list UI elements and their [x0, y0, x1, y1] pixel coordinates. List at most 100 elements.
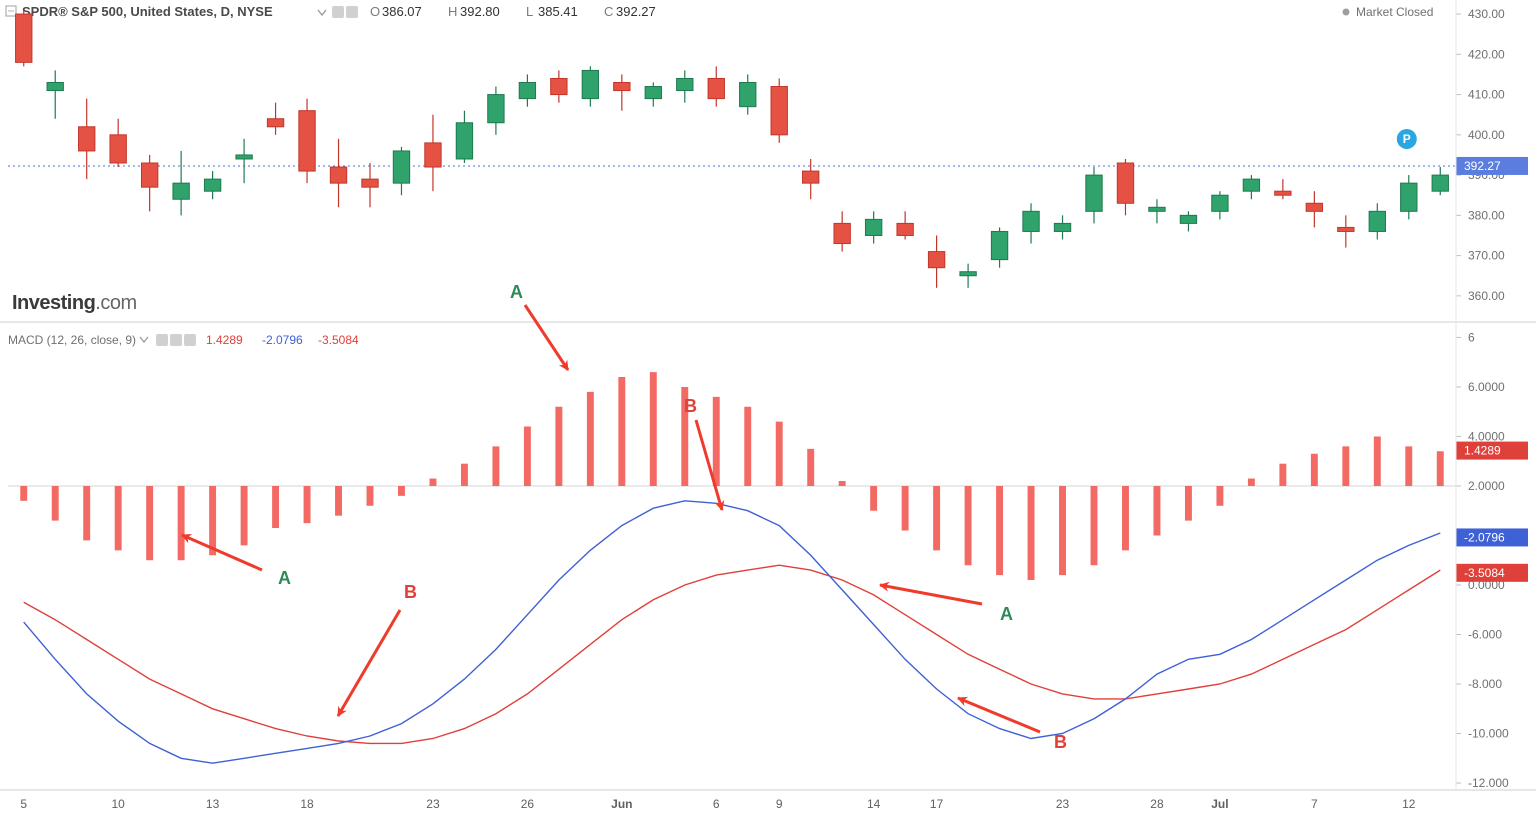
candle-body[interactable]: [362, 179, 378, 187]
candle-body[interactable]: [456, 123, 472, 159]
macd-header: MACD (12, 26, close, 9) 1.4289 -2.0796 -3.5…: [8, 333, 359, 347]
candle-body[interactable]: [330, 167, 346, 183]
candle-body[interactable]: [110, 135, 126, 163]
candle-body[interactable]: [1401, 183, 1417, 211]
xaxis-tick: 7: [1311, 797, 1318, 811]
macd-value: 1.4289: [206, 333, 243, 347]
macd-axis-tag-label: 1.4289: [1464, 444, 1501, 458]
indicator-btn[interactable]: [170, 334, 182, 346]
ohlc-value: 392.27: [616, 4, 656, 19]
xaxis-tick: 9: [776, 797, 783, 811]
investing-watermark: Investing.com: [12, 292, 137, 315]
candle-body[interactable]: [740, 82, 756, 106]
chevron-down-icon[interactable]: [140, 337, 148, 342]
candle-body[interactable]: [1243, 179, 1259, 191]
annotation-arrow: [880, 585, 982, 604]
macd-ytick: -10.000: [1468, 727, 1509, 741]
xaxis-tick: 23: [426, 797, 440, 811]
macd-axis-tag-label: -3.5084: [1464, 566, 1505, 580]
candle-body[interactable]: [47, 82, 63, 90]
candle-body[interactable]: [236, 155, 252, 159]
candle-body[interactable]: [1023, 211, 1039, 231]
candle-body[interactable]: [141, 163, 157, 187]
xaxis-tick: 12: [1402, 797, 1416, 811]
indicator-btn[interactable]: [346, 6, 358, 18]
ohlc-label: C: [604, 4, 613, 19]
price-tag-label: 392.27: [1464, 159, 1501, 173]
chart-container: 360.00370.00380.00390.00400.00410.00420.…: [0, 0, 1536, 817]
candle-body[interactable]: [677, 78, 693, 90]
candle-body[interactable]: [393, 151, 409, 183]
indicator-btn[interactable]: [156, 334, 168, 346]
candle-body[interactable]: [1306, 203, 1322, 211]
xaxis-tick: 28: [1150, 797, 1164, 811]
candle-body[interactable]: [488, 95, 504, 123]
candle-body[interactable]: [1149, 207, 1165, 211]
annotation-letter: B: [684, 396, 697, 416]
candle-body[interactable]: [1432, 175, 1448, 191]
candle-body[interactable]: [1275, 191, 1291, 195]
annotation-letter: B: [1054, 732, 1067, 752]
xaxis-tick: 26: [521, 797, 535, 811]
ohlc-value: 385.41: [538, 4, 578, 19]
candle-body[interactable]: [204, 179, 220, 191]
macd-ytick: 4.0000: [1468, 429, 1505, 443]
candle-body[interactable]: [16, 14, 32, 62]
candle-body[interactable]: [582, 70, 598, 98]
candle-body[interactable]: [1054, 223, 1070, 231]
annotation-letter: A: [278, 568, 291, 588]
candle-body[interactable]: [865, 219, 881, 235]
xaxis-tick: 14: [867, 797, 881, 811]
candle-body[interactable]: [803, 171, 819, 183]
price-header: SPDR® S&P 500, United States, D, NYSEO38…: [6, 4, 1433, 19]
indicator-btn[interactable]: [184, 334, 196, 346]
macd-line: [24, 501, 1441, 763]
candle-body[interactable]: [645, 87, 661, 99]
macd-ytick: 6.0000: [1468, 380, 1505, 394]
annotation-arrow: [182, 535, 262, 570]
candle-body[interactable]: [834, 223, 850, 243]
macd-value: -3.5084: [318, 333, 359, 347]
candle-body[interactable]: [614, 82, 630, 90]
annotation-letter: A: [1000, 604, 1013, 624]
candle-body[interactable]: [551, 78, 567, 94]
candle-body[interactable]: [1086, 175, 1102, 211]
candle-body[interactable]: [173, 183, 189, 199]
candle-body[interactable]: [1338, 227, 1354, 231]
xaxis-tick: 6: [713, 797, 720, 811]
candle-body[interactable]: [267, 119, 283, 127]
chevron-down-icon[interactable]: [318, 10, 326, 15]
macd-ytick: 6: [1468, 330, 1475, 344]
candle-body[interactable]: [928, 252, 944, 268]
candle-body[interactable]: [960, 272, 976, 276]
xaxis-tick: 13: [206, 797, 220, 811]
candle-body[interactable]: [79, 127, 95, 151]
candle-body[interactable]: [708, 78, 724, 98]
xaxis-tick: Jul: [1211, 797, 1228, 811]
price-ytick: 380.00: [1468, 208, 1505, 222]
candle-body[interactable]: [1180, 215, 1196, 223]
price-ytick: 420.00: [1468, 47, 1505, 61]
candle-body[interactable]: [299, 111, 315, 171]
xaxis-tick: 23: [1056, 797, 1070, 811]
candle-body[interactable]: [1369, 211, 1385, 231]
chart-svg[interactable]: 360.00370.00380.00390.00400.00410.00420.…: [0, 0, 1536, 817]
status-dot-icon: [1343, 9, 1350, 16]
candle-body[interactable]: [1212, 195, 1228, 211]
macd-ytick: -6.000: [1468, 628, 1502, 642]
indicator-btn[interactable]: [332, 6, 344, 18]
price-ytick: 430.00: [1468, 7, 1505, 21]
macd-ytick: -12.000: [1468, 776, 1509, 790]
macd-label: MACD (12, 26, close, 9): [8, 333, 136, 347]
price-ytick: 370.00: [1468, 249, 1505, 263]
candle-body[interactable]: [897, 223, 913, 235]
candle-body[interactable]: [991, 231, 1007, 259]
candle-body[interactable]: [1117, 163, 1133, 203]
macd-ytick: -8.000: [1468, 677, 1502, 691]
candle-body[interactable]: [425, 143, 441, 167]
candle-body[interactable]: [519, 82, 535, 98]
candle-body[interactable]: [771, 87, 787, 135]
macd-value: -2.0796: [262, 333, 303, 347]
watermark-suffix: .com: [95, 292, 136, 314]
ohlc-label: O: [370, 4, 380, 19]
